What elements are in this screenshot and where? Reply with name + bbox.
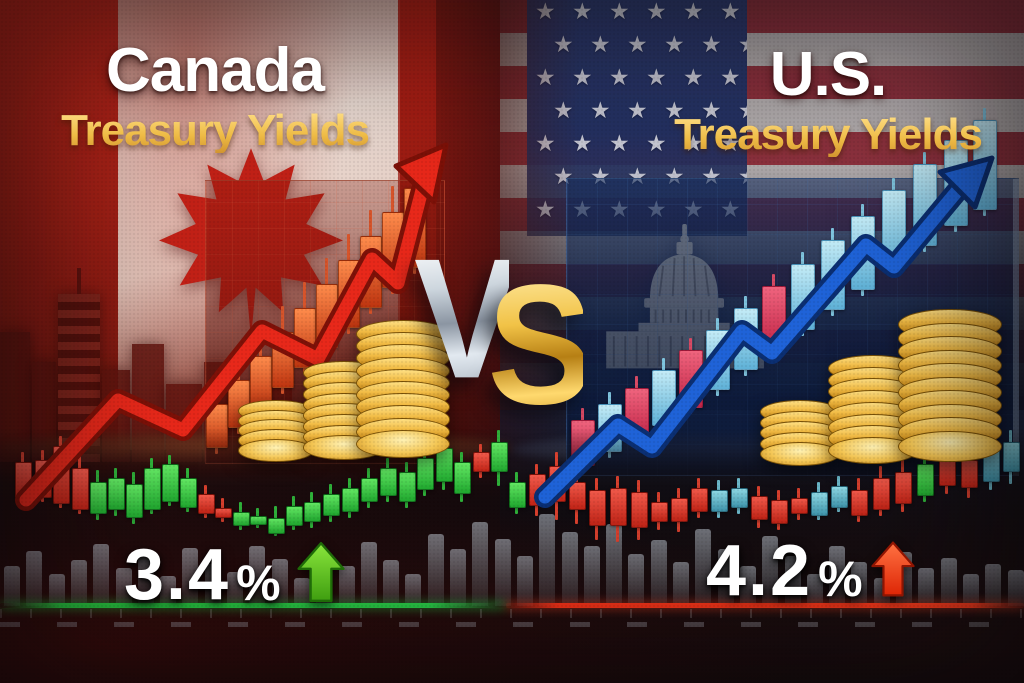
canada-yield-readout: 3.4 %: [124, 534, 345, 615]
green-baseline: [0, 603, 506, 608]
canada-title: Canada: [106, 36, 325, 105]
red-baseline: [506, 603, 1024, 608]
volume-bar: [227, 572, 243, 606]
volume-bar: [695, 529, 712, 606]
volume-bar: [539, 514, 556, 606]
us-yield-readout: 4.2 %: [706, 530, 915, 611]
canada-percent-sign: %: [236, 555, 281, 611]
volume-bar: [606, 524, 623, 606]
volume-bar: [717, 549, 734, 606]
volume-bar: [450, 549, 466, 606]
volume-bar: [48, 574, 65, 606]
volume-bar: [383, 560, 400, 606]
volume-bar: [940, 558, 957, 606]
candle-body: [490, 442, 508, 472]
canada-title-block: Canada Treasury Yields: [15, 40, 415, 153]
volume-bar: [271, 559, 288, 606]
volume-bar: [673, 562, 689, 606]
green-up-arrow-icon: [296, 542, 345, 603]
us-subtitle: Treasury Yields: [628, 113, 1024, 157]
volume-bar: [293, 578, 310, 606]
candle-body: [249, 516, 267, 525]
volume-bar: [70, 560, 87, 606]
volume-bar: [561, 532, 578, 606]
us-percent-sign: %: [818, 551, 863, 607]
candle-body: [453, 462, 471, 494]
axis-ticks: [0, 609, 1024, 618]
volume-bar: [360, 542, 377, 606]
us-title: U.S.: [769, 40, 888, 109]
us-title-block: U.S. Treasury Yields: [628, 44, 1024, 157]
volume-bar: [160, 576, 177, 606]
volume-bar: [115, 568, 132, 606]
volume-bar: [137, 556, 154, 606]
candle-body: [267, 518, 285, 534]
us-coin-stack: [898, 309, 1002, 462]
volume-bar: [516, 556, 533, 606]
volume-bar: [472, 522, 489, 606]
candle-body: [1002, 442, 1020, 472]
volume-bar: [4, 566, 20, 606]
volume-bar: [494, 539, 511, 606]
candle-body: [472, 452, 490, 472]
vs-label: VS: [414, 234, 593, 431]
volume-bar: [249, 546, 266, 606]
candle-body: [508, 482, 526, 508]
volume-bar: [739, 566, 756, 606]
volume-bar: [784, 556, 801, 606]
volume-bar: [918, 568, 935, 606]
volume-bar: [427, 534, 444, 606]
dashed-line: [0, 622, 1024, 627]
volume-bar: [26, 551, 43, 606]
volume-bar: [650, 540, 667, 606]
canada-yield-value: 3.4: [124, 534, 231, 615]
volume-bar: [806, 574, 823, 606]
volume-bar: [829, 546, 846, 606]
volume-bar: [628, 554, 645, 606]
us-yield-value: 4.2: [706, 530, 813, 611]
candle-body: [232, 512, 250, 526]
volume-bar: [338, 566, 355, 606]
volume-bar: [985, 564, 1002, 606]
coin: [898, 430, 1002, 462]
red-up-arrow-icon: [870, 541, 915, 597]
volume-bar: [762, 536, 779, 606]
coin: [356, 429, 450, 458]
vs-letter-s: S: [487, 249, 592, 441]
volume-bar: [1007, 570, 1024, 606]
volume-bar: [405, 574, 422, 606]
volume-bar: [182, 548, 199, 606]
canada-subtitle: Treasury Yields: [15, 109, 415, 153]
volume-bar: [962, 574, 979, 606]
volume-bar: [93, 544, 110, 606]
volume-bar: [583, 546, 600, 606]
volume-bar: [204, 564, 221, 606]
volume-bar: [851, 562, 868, 606]
